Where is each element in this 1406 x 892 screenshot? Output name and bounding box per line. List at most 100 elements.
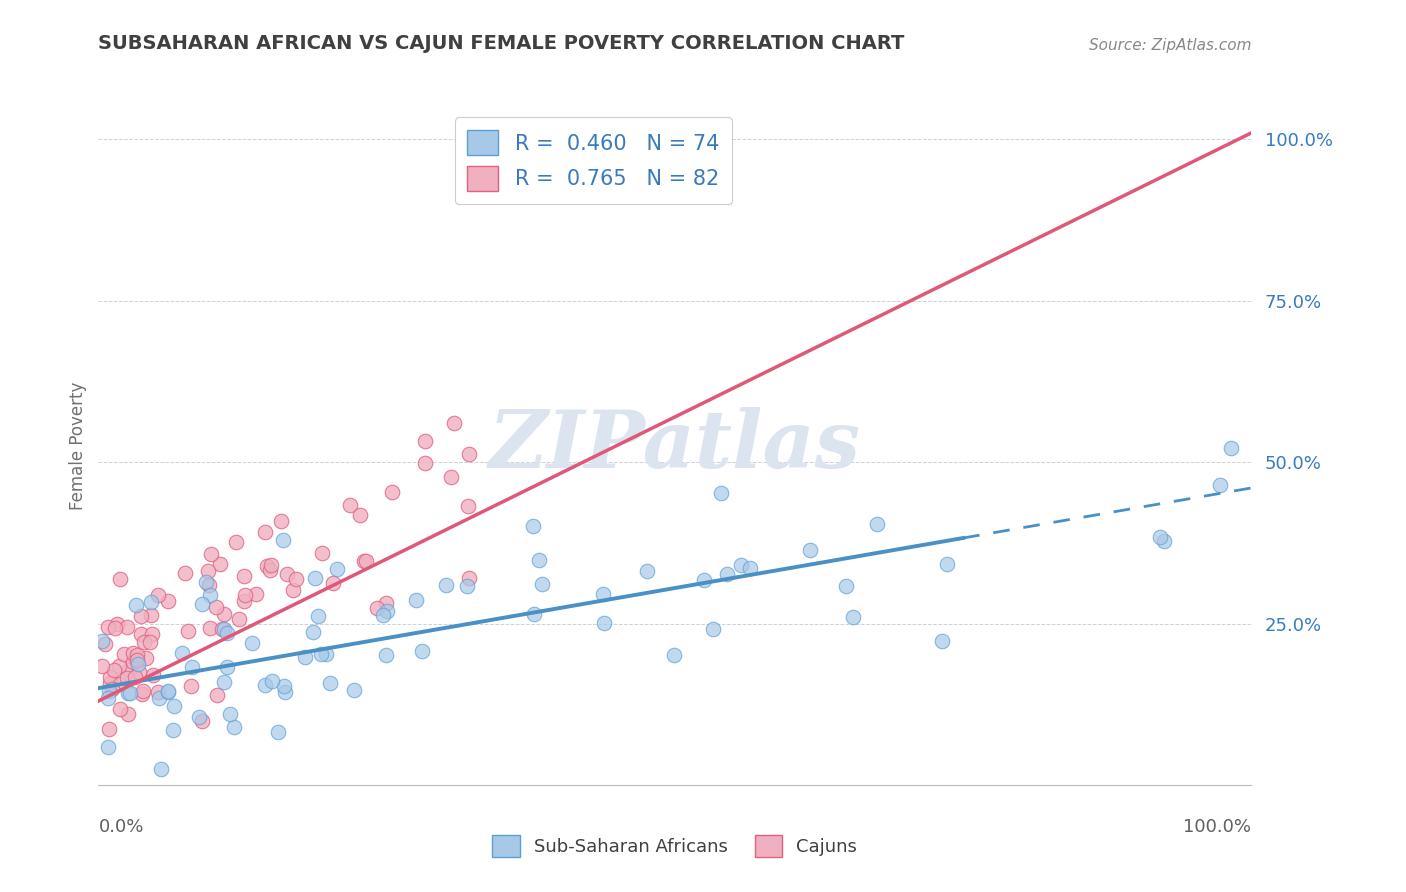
Point (228, 612, 250, 626)
Point (132, 634, 155, 648)
Point (190, 714, 212, 728)
Point (256, 558, 278, 573)
Point (523, 607, 546, 621)
Point (716, 567, 738, 582)
Point (170, 646, 193, 660)
Point (457, 499, 479, 513)
Point (443, 417, 465, 431)
Point (702, 622, 724, 636)
Point (217, 625, 239, 640)
Point (353, 553, 375, 567)
Point (1153, 533, 1175, 548)
Point (97, 620, 120, 634)
Point (592, 587, 614, 601)
Point (93, 637, 115, 651)
Point (326, 562, 349, 576)
Point (267, 725, 290, 739)
Point (131, 609, 153, 624)
Text: 0.0%: 0.0% (98, 819, 143, 837)
Point (187, 710, 209, 724)
Point (294, 650, 316, 665)
Point (141, 627, 163, 641)
Point (127, 652, 149, 666)
Point (411, 644, 433, 658)
Point (128, 665, 150, 679)
Point (240, 636, 263, 650)
Point (415, 434, 437, 448)
Point (135, 651, 157, 665)
Point (156, 684, 179, 698)
Point (97, 722, 120, 736)
Point (271, 533, 294, 548)
Point (1220, 441, 1243, 455)
Point (434, 578, 457, 592)
Point (309, 647, 332, 661)
Point (156, 593, 179, 607)
Point (354, 554, 377, 568)
Point (260, 558, 283, 572)
Point (163, 698, 186, 713)
Point (180, 679, 202, 693)
Point (307, 609, 329, 624)
Point (181, 659, 204, 673)
Point (1208, 478, 1230, 492)
Point (215, 660, 238, 674)
Point (148, 684, 170, 698)
Point (301, 624, 323, 639)
Point (214, 622, 236, 636)
Point (377, 604, 399, 618)
Point (270, 514, 292, 528)
Point (101, 681, 124, 696)
Point (98, 684, 121, 698)
Point (835, 579, 858, 593)
Point (198, 588, 221, 602)
Point (127, 657, 149, 672)
Point (149, 763, 172, 777)
Point (276, 567, 298, 582)
Point (96, 690, 118, 705)
Point (931, 634, 953, 648)
Point (413, 456, 436, 470)
Point (222, 720, 245, 734)
Point (281, 582, 304, 597)
Point (205, 688, 228, 702)
Point (208, 557, 231, 571)
Point (522, 519, 544, 533)
Point (108, 677, 131, 691)
Point (212, 675, 235, 690)
Point (156, 685, 179, 699)
Point (740, 560, 762, 574)
Point (311, 546, 333, 560)
Point (262, 674, 284, 689)
Point (124, 670, 146, 684)
Legend: Sub-Saharan Africans, Cajuns: Sub-Saharan Africans, Cajuns (485, 828, 865, 864)
Point (373, 608, 395, 623)
Point (1149, 530, 1171, 544)
Point (936, 558, 959, 572)
Point (91, 659, 114, 673)
Point (197, 578, 219, 592)
Point (636, 564, 658, 578)
Point (162, 723, 184, 737)
Point (131, 687, 153, 701)
Point (799, 542, 821, 557)
Point (710, 486, 733, 500)
Point (122, 647, 145, 661)
Point (110, 572, 132, 586)
Point (110, 702, 132, 716)
Point (177, 624, 200, 638)
Point (233, 594, 256, 608)
Point (866, 517, 889, 532)
Point (90, 634, 112, 648)
Point (98, 670, 121, 684)
Point (174, 566, 197, 581)
Point (108, 659, 131, 673)
Point (259, 563, 281, 577)
Point (212, 607, 235, 621)
Point (191, 597, 214, 611)
Point (253, 677, 276, 691)
Point (232, 568, 254, 582)
Point (218, 706, 240, 721)
Point (405, 593, 427, 607)
Point (842, 610, 865, 624)
